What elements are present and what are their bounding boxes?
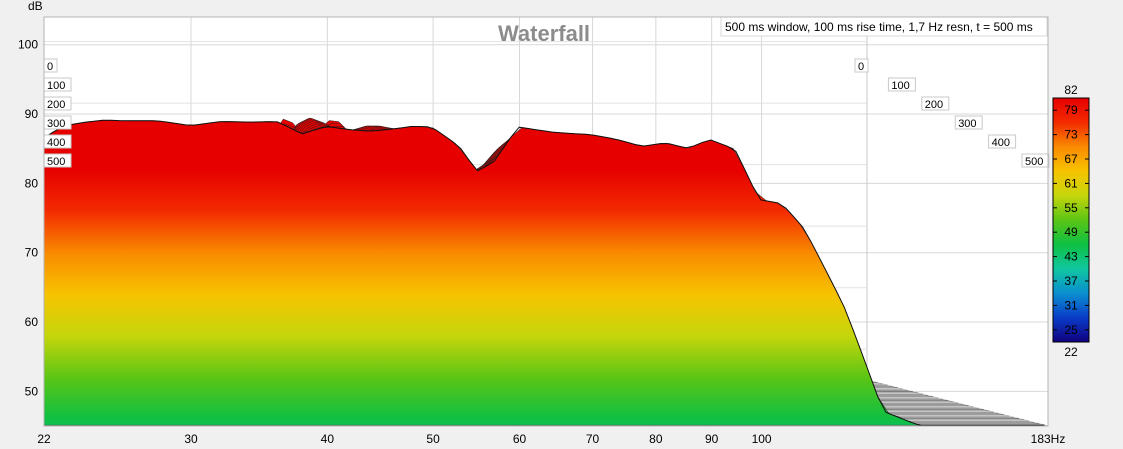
colorbar-tick-label: 49: [1064, 225, 1078, 239]
time-label-right: 300: [958, 118, 976, 130]
y-tick-label: 70: [25, 246, 39, 260]
x-tick-label: 90: [705, 432, 719, 446]
time-label-right-box: [1021, 153, 1050, 168]
colorbar-tick-label: 73: [1064, 128, 1078, 142]
plot-frame: [43, 16, 1049, 427]
x-tick-label: 100: [752, 432, 772, 446]
colorbar-tick-label: 37: [1064, 274, 1078, 288]
time-label-left: 100: [47, 80, 65, 92]
x-tick-label: 183Hz: [1031, 432, 1066, 446]
x-tick-label: 80: [649, 432, 663, 446]
x-tick-label: 40: [321, 432, 335, 446]
time-label-right: 100: [891, 80, 909, 92]
colorbar-max-label: 82: [1064, 83, 1078, 97]
chart-subtitle: 500 ms window, 100 ms rise time, 1,7 Hz …: [725, 20, 1033, 34]
x-tick-label: 60: [513, 432, 527, 446]
time-label-right-box: [954, 115, 983, 130]
time-label-left: 0: [47, 61, 53, 73]
colorbar-tick-label: 25: [1064, 323, 1078, 337]
y-tick-label: 60: [25, 315, 39, 329]
y-axis-unit: dB: [28, 0, 43, 13]
x-tick-label: 50: [426, 432, 440, 446]
time-label-left: 400: [47, 137, 65, 149]
y-tick-label: 90: [25, 107, 39, 121]
y-tick-label: 50: [25, 384, 39, 398]
x-tick-label: 70: [586, 432, 600, 446]
x-tick-label: 30: [184, 432, 198, 446]
colorbar-tick-label: 55: [1064, 201, 1078, 215]
front-slice-line: [43, 119, 1045, 426]
colorbar: [1052, 97, 1090, 343]
y-tick-label: 100: [18, 38, 38, 52]
chart-title: Waterfall: [498, 21, 590, 46]
time-label-right-box: [921, 96, 950, 111]
time-label-right-box: [988, 134, 1017, 149]
y-tick-label: 80: [25, 176, 39, 190]
time-label-right: 400: [992, 137, 1010, 149]
time-label-left: 300: [47, 118, 65, 130]
time-label-right: 500: [1025, 156, 1043, 168]
time-label-right-box: [854, 58, 869, 73]
time-label-right: 200: [925, 99, 943, 111]
x-tick-label: 22: [37, 432, 51, 446]
colorbar-tick-label: 43: [1064, 250, 1078, 264]
colorbar-min-label: 22: [1064, 345, 1078, 359]
time-label-left: 200: [47, 99, 65, 111]
colorbar-tick-label: 31: [1064, 298, 1078, 312]
colorbar-tick-label: 67: [1064, 152, 1078, 166]
time-label-left: 500: [47, 156, 65, 168]
time-label-right: 0: [858, 61, 864, 73]
time-label-right-box: [887, 77, 916, 92]
colorbar-tick-label: 79: [1064, 103, 1078, 117]
colorbar-tick-label: 61: [1064, 176, 1078, 190]
